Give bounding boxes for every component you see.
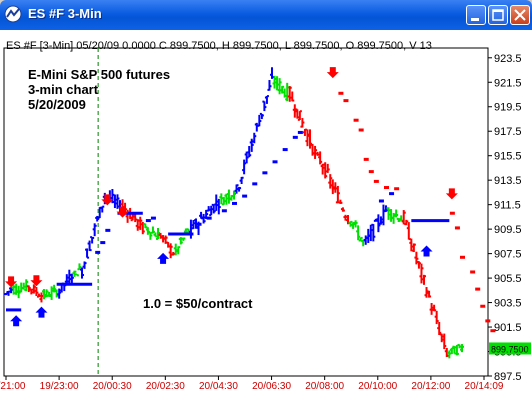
resistance-dot <box>454 226 460 230</box>
time-axis-label: 20/10:00 <box>358 381 397 392</box>
support-dot <box>242 194 248 198</box>
support-dot <box>105 228 111 232</box>
support-dot <box>389 192 395 196</box>
price-axis-label: 897.5 <box>494 371 522 383</box>
resistance-dot <box>449 211 455 215</box>
support-dot <box>221 209 227 213</box>
resistance-dot <box>470 270 476 274</box>
support-dot <box>282 148 288 152</box>
resistance-dot <box>485 319 491 323</box>
price-axis-label: 915.5 <box>494 151 522 163</box>
resistance-dot <box>490 329 496 333</box>
price-axis-label: 911.5 <box>494 200 521 212</box>
last-price-tag <box>489 342 531 355</box>
chart-area[interactable]: 923.5 921.5 919.5 917.5 915.5 913.5 911.5 909.5… <box>0 30 532 410</box>
resistance-dot <box>358 128 364 132</box>
buy-signal-arrow <box>10 315 23 327</box>
time-axis-label: 20/12:00 <box>411 381 450 392</box>
resistance-dot <box>338 91 344 95</box>
close-icon <box>514 9 526 21</box>
price-axis-label: 905.5 <box>494 273 522 285</box>
time-axis-label: 20/02:30 <box>146 381 185 392</box>
support-dot <box>206 216 212 220</box>
resistance-dot <box>363 157 369 161</box>
resistance-dot <box>353 118 359 122</box>
support-dot <box>252 182 258 186</box>
price-axis-label: 919.5 <box>494 102 522 114</box>
app-icon <box>4 5 22 23</box>
resistance-dot <box>373 179 379 183</box>
sell-signal-arrow <box>326 67 339 79</box>
support-dot <box>272 160 278 164</box>
chart-annotation: E-Mini S&P 500 futures 3-min chart 5/20/… <box>28 67 170 112</box>
window-title: ES #F 3-Min <box>28 6 102 21</box>
support-dot <box>95 250 101 254</box>
resistance-dot <box>343 99 349 103</box>
time-axis-label: 20/06:30 <box>252 381 291 392</box>
resistance-dot <box>475 287 481 291</box>
contract-value-note: 1.0 = $50/contract <box>143 296 253 311</box>
buy-signal-arrow <box>157 252 170 264</box>
close-button[interactable] <box>510 5 530 25</box>
annotation-line-2: 3-min chart <box>28 82 99 97</box>
time-axis-label: 20/04:30 <box>199 381 238 392</box>
price-axis-label: 907.5 <box>494 249 522 261</box>
price-axis-label: 903.5 <box>494 298 522 310</box>
support-dot <box>262 171 268 175</box>
resistance-dot <box>394 187 400 191</box>
resistance-dot <box>384 186 389 190</box>
support-dot <box>145 219 151 223</box>
resistance-dot <box>480 304 486 308</box>
support-dot <box>292 135 298 139</box>
support-dot <box>232 201 237 205</box>
ohlc-info-line: ES #F [3-Min] 05/20/09 0.0000 C 899.7500… <box>6 40 432 52</box>
sell-signal-arrow <box>5 276 18 288</box>
time-axis-label: 20/08:00 <box>305 381 344 392</box>
minimize-button[interactable] <box>466 5 486 25</box>
sell-signal-arrow <box>101 194 114 206</box>
time-axis-label: 20/00:30 <box>93 381 132 392</box>
minimize-icon <box>471 18 479 21</box>
maximize-icon <box>492 9 504 21</box>
support-dot <box>297 130 303 134</box>
price-axis-label: 917.5 <box>494 126 522 138</box>
annotation-line-1: E-Mini S&P 500 futures <box>28 67 171 82</box>
maximize-button[interactable] <box>488 5 508 25</box>
time-axis-label: 19/23:00 <box>40 381 79 392</box>
title-bar[interactable]: ES #F 3-Min <box>0 0 532 30</box>
price-axis-label: 921.5 <box>494 77 522 89</box>
buy-signal-arrow <box>35 306 48 318</box>
sell-signal-arrow <box>116 206 129 218</box>
time-axis-label: 19/21:00 <box>0 381 26 392</box>
plot-frame <box>3 47 489 377</box>
sell-signal-arrow <box>30 275 43 287</box>
support-dot <box>100 241 106 245</box>
price-axis-label: 909.5 <box>494 224 522 236</box>
price-axis-label: 923.5 <box>494 53 522 65</box>
support-dot <box>196 222 202 226</box>
resistance-dot <box>368 170 374 174</box>
annotation-line-3: 5/20/2009 <box>28 97 86 112</box>
resistance-dot <box>460 255 465 259</box>
support-dot <box>378 199 384 203</box>
last-price-label: 899.7500 <box>491 344 529 354</box>
price-axis-label: 913.5 <box>494 175 522 187</box>
time-axis-label: 20/14:09 <box>465 381 504 392</box>
support-dot <box>150 216 156 220</box>
sell-signal-arrow <box>445 188 458 200</box>
price-chart: 923.5 921.5 919.5 917.5 915.5 913.5 911.5 909.5… <box>0 47 531 392</box>
buy-signal-arrow <box>420 245 433 257</box>
price-axis-label: 901.5 <box>494 322 522 334</box>
